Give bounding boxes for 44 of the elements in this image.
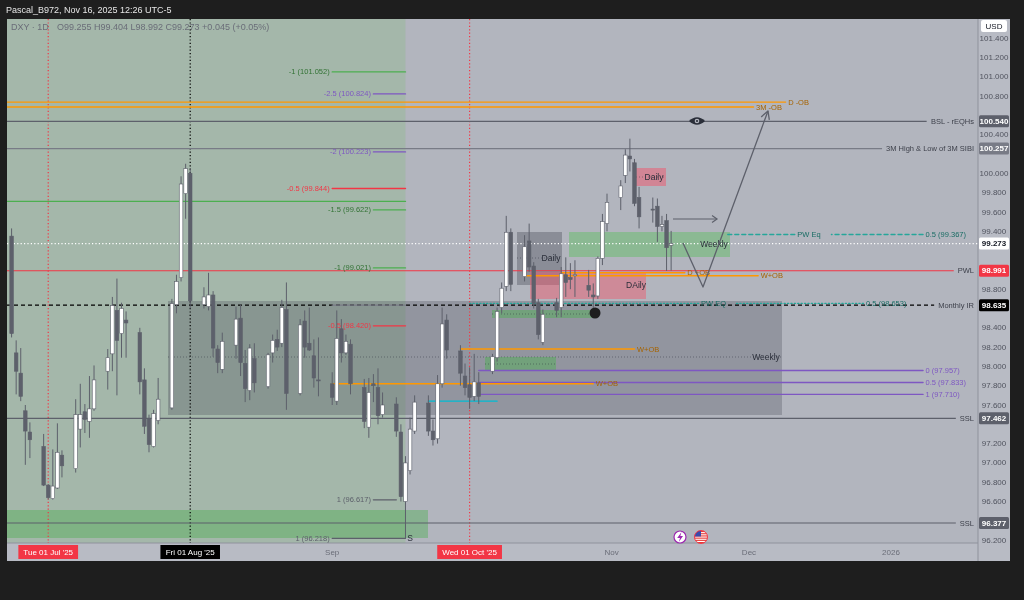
text: Pascal_B972, Nov 16, 2025 12:26 UTC-5 — [6, 4, 172, 15]
chart-title: DXY · 1D — [11, 22, 50, 32]
ref-line-label: Tue 01 Jul '25 — [23, 547, 74, 557]
y-tick-label: 97.600 — [981, 400, 1007, 410]
y-tick-label: 97.800 — [981, 381, 1007, 391]
y-tick-label: 100.257 — [979, 144, 1010, 154]
ref-line-label: Wed 01 Oct '25 — [442, 547, 498, 557]
y-tick-label: 98.635 — [981, 300, 1007, 310]
y-tick-label: 96.200 — [981, 535, 1007, 545]
x-tick-label: 2026 — [882, 547, 901, 557]
y-tick-label: 98.800 — [981, 284, 1007, 294]
y-tick-label: 100.400 — [979, 130, 1010, 140]
annotation: Weekly — [752, 352, 781, 362]
y-tick-label: 96.600 — [981, 497, 1007, 506]
y-tick-label: 99.400 — [981, 226, 1007, 236]
y-tick-label: 100.800 — [979, 91, 1010, 101]
y-tick-label: 97.000 — [981, 458, 1007, 468]
y-tick-label: 99.600 — [981, 207, 1007, 217]
y-tick-label: 101.200 — [979, 53, 1010, 63]
chart-subtitle: O99.255 H99.404 L98.992 C99.273 +0.045 (+0.05%) — [57, 22, 270, 32]
y-tick-label: 101.000 — [979, 72, 1010, 82]
y-tick-label: 97.200 — [981, 439, 1007, 449]
annotation: S — [407, 533, 414, 544]
y-axis-title: USD — [985, 21, 1003, 31]
x-tick-label: Sep — [325, 547, 340, 557]
y-tick-label: 99.273 — [981, 239, 1007, 249]
ref-line-label: Fri 01 Aug '25 — [165, 547, 216, 557]
y-tick-label: 96.377 — [981, 518, 1007, 528]
y-tick-label: 98.200 — [981, 342, 1007, 352]
annotation: Weekly — [700, 239, 729, 249]
y-tick-label: 97.462 — [981, 413, 1007, 423]
y-tick-label: 100.540 — [979, 116, 1010, 126]
y-tick-label: 96.800 — [981, 477, 1007, 487]
y-tick-label: 98.991 — [981, 266, 1007, 276]
y-tick-label: 99.800 — [981, 188, 1007, 198]
annotation: Daily — [541, 253, 562, 263]
y-tick-label: 98.400 — [981, 323, 1007, 333]
x-tick-label: Dec — [741, 547, 757, 557]
annotation: DAily — [626, 280, 647, 290]
y-tick-label: 100.000 — [979, 168, 1010, 178]
y-tick-label: 98.000 — [981, 361, 1007, 371]
x-tick-label: Nov — [604, 547, 619, 557]
y-tick-label: 101.400 — [979, 33, 1010, 43]
annotation: Daily — [644, 172, 665, 182]
